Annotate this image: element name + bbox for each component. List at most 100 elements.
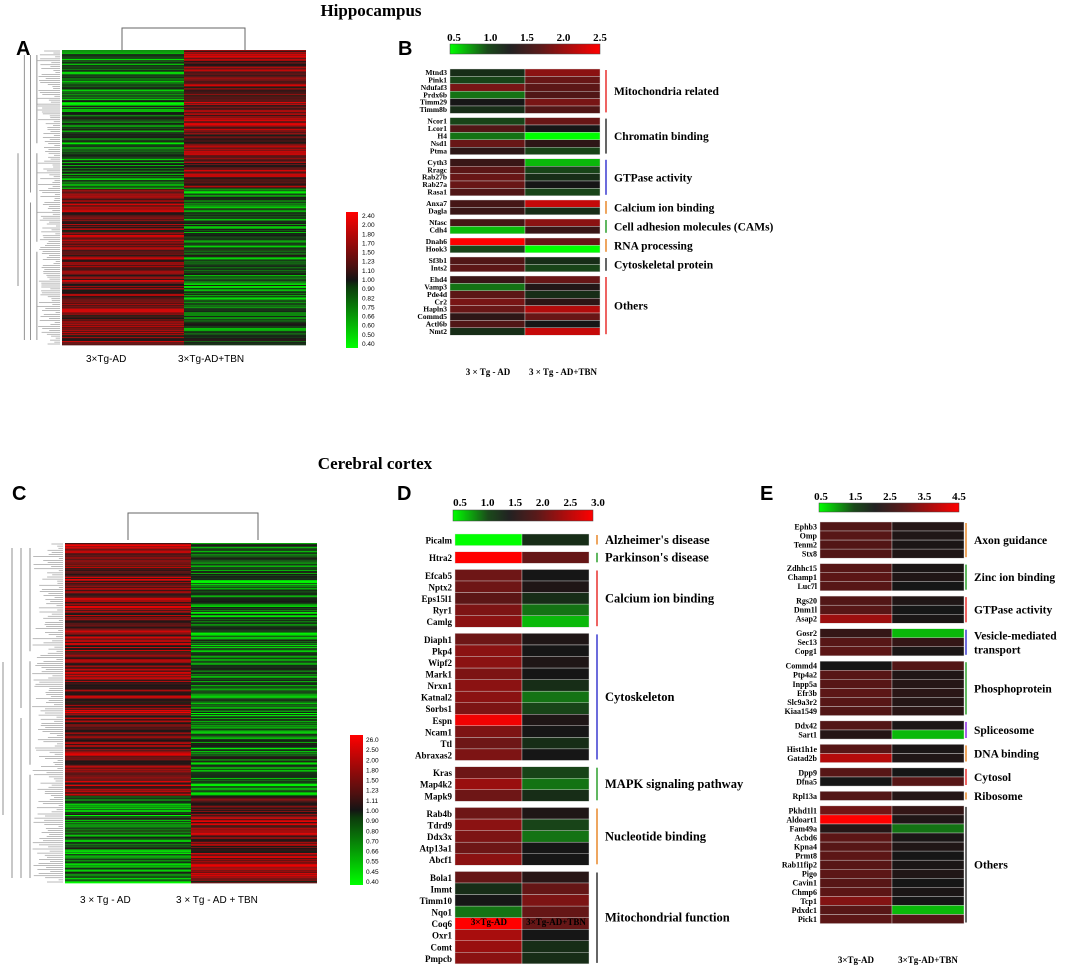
gene-label: Mark1 <box>426 670 453 680</box>
gene-heat-cell <box>454 807 523 820</box>
heatmap-cell <box>191 656 317 658</box>
heatmap-cell <box>65 786 191 788</box>
heatmap-cell <box>65 673 191 676</box>
heatmap-cell <box>184 100 306 102</box>
heatmap-cell <box>65 615 191 617</box>
gene-heat-cell <box>891 767 965 778</box>
heatmap-cell <box>184 50 306 53</box>
heatmap-cell <box>191 855 317 857</box>
heatmap-cell <box>184 252 306 254</box>
heatmap-cell <box>65 603 191 606</box>
heatmap-cell <box>65 846 191 849</box>
panel-c-row-dendrogram <box>2 543 63 883</box>
heatmap-cell <box>62 302 184 305</box>
heatmap-cell <box>65 667 191 670</box>
group-label: Ribosome <box>974 791 1023 803</box>
heatmap-cell <box>191 593 317 595</box>
heatmap-cell <box>65 588 191 590</box>
gene-label: Sec13 <box>797 638 817 647</box>
heatmap-cell <box>65 724 191 726</box>
heatmap-cell <box>62 58 184 61</box>
heatmap-cell <box>184 104 306 106</box>
heatmap-cell <box>62 112 184 115</box>
heatmap-cell <box>191 552 317 554</box>
gene-heat-cell <box>454 702 523 715</box>
gene-heat-cell <box>819 605 893 615</box>
gene-label: Abraxas2 <box>415 750 453 760</box>
heatmap-cell <box>65 800 191 802</box>
gene-label: Luc7l <box>797 582 817 591</box>
heatmap-cell <box>191 877 317 880</box>
gene-heat-cell <box>819 776 893 787</box>
heatmap-cell <box>62 139 184 141</box>
heatmap-cell <box>65 598 191 601</box>
heatmap-cell <box>65 841 191 844</box>
gene-heat-cell <box>521 818 590 831</box>
heatmap-cell <box>65 749 191 751</box>
heatmap-cell <box>184 261 306 263</box>
heatmap-cell <box>65 547 191 549</box>
gene-heat-cell <box>524 327 601 336</box>
heatmap-cell <box>65 819 191 821</box>
heatmap-cell <box>62 181 184 184</box>
heatmap-cell <box>65 585 191 587</box>
gene-heat-cell <box>891 679 965 689</box>
heatmap-cell <box>62 200 184 202</box>
heatmap-cell <box>191 851 317 853</box>
heatmap-cell <box>191 739 317 742</box>
heatmap-cell <box>62 241 184 244</box>
gene-heat-cell <box>521 691 590 703</box>
heatmap-cell <box>184 76 306 78</box>
heatmap-cell <box>65 655 191 657</box>
heatmap-cell <box>184 170 306 173</box>
group-label: Others <box>614 301 648 313</box>
heatmap-cell <box>62 70 184 72</box>
gene-heat-cell <box>449 83 526 92</box>
heatmap-cell <box>62 242 184 245</box>
gene-heat-cell <box>454 929 523 941</box>
heatmap-cell <box>65 849 191 851</box>
gene-heat-cell <box>454 842 523 854</box>
heatmap-cell <box>65 565 191 568</box>
gene-heat-cell <box>524 83 601 92</box>
heatmap-cell <box>62 337 184 339</box>
heatmap-cell <box>191 755 317 757</box>
gene-label: Immt <box>431 885 453 895</box>
heatmap-cell <box>184 95 306 97</box>
heatmap-cell <box>184 56 306 59</box>
panel-c-legend-ticks: 26.02.502.001.801.501.231.111.000.900.80… <box>366 737 379 886</box>
gene-label: Dnah6 <box>426 237 448 246</box>
gene-heat-cell <box>819 595 893 606</box>
gene-heat-cell <box>449 305 526 314</box>
group-label: Spliceosome <box>974 725 1034 737</box>
heatmap-cell <box>65 580 191 582</box>
heatmap-cell <box>62 314 184 316</box>
gene-heat-cell <box>454 644 523 657</box>
heatmap-cell <box>65 754 191 756</box>
gene-heat-cell <box>524 98 601 107</box>
heatmap-cell <box>65 545 191 547</box>
heatmap-cell <box>184 149 306 151</box>
heatmap-cell <box>184 167 306 169</box>
heatmap-cell <box>191 634 317 637</box>
heatmap-cell <box>191 680 317 682</box>
heatmap-cell <box>184 73 306 75</box>
gene-heat-cell <box>454 853 523 866</box>
heatmap-cell <box>184 321 306 323</box>
heatmap-cell <box>191 665 317 667</box>
heatmap-cell <box>191 621 317 623</box>
heatmap-cell <box>65 594 191 596</box>
heatmap-cell <box>191 820 317 822</box>
heatmap-cell <box>65 714 191 716</box>
heatmap-cell <box>191 599 317 602</box>
heatmap-cell <box>65 624 191 626</box>
heatmap-cell <box>191 766 317 768</box>
heatmap-cell <box>184 124 306 127</box>
gene-label: Kiaa1549 <box>785 707 817 716</box>
dendrogram-branches <box>17 55 38 340</box>
group-label: RNA processing <box>614 240 693 252</box>
heatmap-cell <box>191 627 317 629</box>
gene-label: Bola1 <box>430 873 453 883</box>
heatmap-cell <box>65 637 191 640</box>
heatmap-cell <box>184 166 306 168</box>
